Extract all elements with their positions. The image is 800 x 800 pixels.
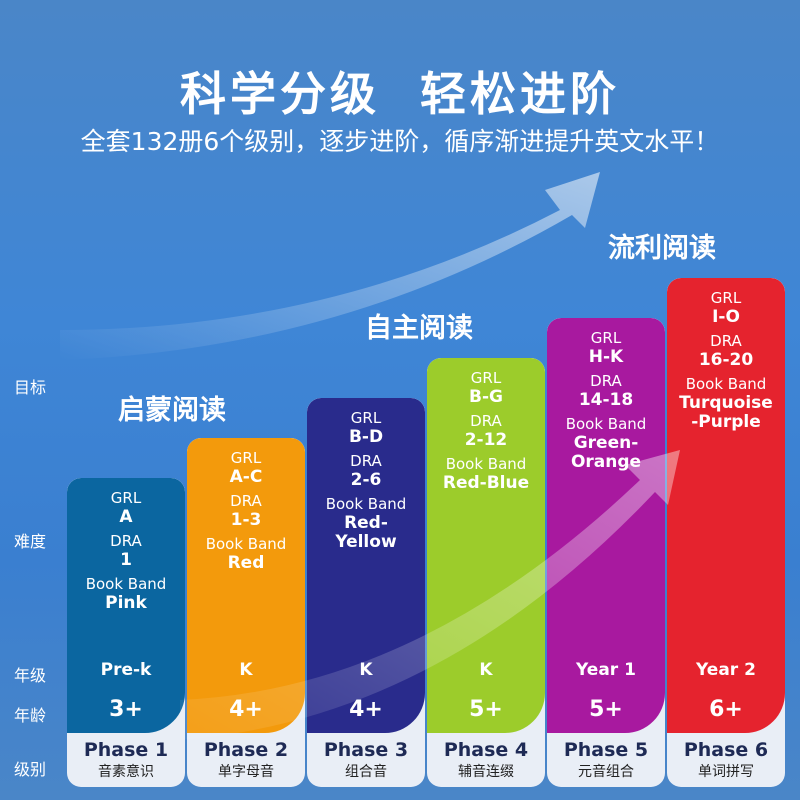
grade-value: K: [479, 660, 493, 680]
book-band-label: Book Band: [85, 575, 167, 593]
phase-label-box: Phase 5 元音组合: [547, 733, 665, 787]
grl-value: B-G: [469, 387, 503, 407]
grl-label: GRL: [110, 489, 142, 507]
grl-label: GRL: [470, 369, 502, 387]
dra-label: DRA: [110, 532, 142, 550]
phase-column-6: GRL I-O DRA 16-20 Book Band Turquoise -Pur…: [667, 278, 785, 787]
book-band-value: Red-Blue: [442, 473, 530, 493]
phase-bar: GRL I-O DRA 16-20 Book Band Turquoise -Pur…: [667, 278, 785, 733]
row-label-level: 级别: [14, 760, 47, 779]
book-band-value: Green-: [573, 433, 639, 453]
book-band-value: Turquoise: [679, 393, 773, 413]
phase-name: Phase 5: [563, 739, 649, 761]
book-band-value: Red: [227, 553, 265, 573]
dra-label: DRA: [590, 372, 622, 390]
phase-column-1: GRL A DRA 1 Book Band Pink Pre-k 3+ Phase…: [67, 478, 185, 787]
dra-label: DRA: [350, 452, 382, 470]
grl-value: I-O: [712, 307, 740, 327]
dra-label: DRA: [710, 332, 742, 350]
phase-label-box: Phase 1 音素意识: [67, 733, 185, 787]
phase-name: Phase 1: [83, 739, 169, 761]
phase-name: Phase 2: [203, 739, 289, 761]
grl-label: GRL: [350, 409, 382, 427]
phase-desc: 组合音: [345, 764, 387, 780]
dra-value: 1: [120, 550, 132, 570]
dra-value: 14-18: [578, 390, 634, 410]
dra-value: 2-6: [350, 470, 382, 490]
grl-label: GRL: [710, 289, 742, 307]
grl-value: A-C: [229, 467, 263, 487]
row-label-target: 目标: [14, 378, 47, 397]
dra-value: 1-3: [230, 510, 262, 530]
grade-value: Year 1: [576, 660, 636, 680]
phase-label-box: Phase 4 辅音连缀: [427, 733, 545, 787]
stage-label-1: 启蒙阅读: [118, 395, 226, 426]
dra-value: 2-12: [464, 430, 508, 450]
grade-value: K: [239, 660, 253, 680]
stage-label-3: 流利阅读: [608, 233, 716, 264]
row-label-age: 年龄: [14, 706, 47, 725]
grl-label: GRL: [590, 329, 622, 347]
book-band-label: Book Band: [205, 535, 287, 553]
grade-value: Pre-k: [100, 660, 152, 680]
phase-column-5: GRL H-K DRA 14-18 Book Band Green- Orange …: [547, 318, 665, 787]
book-band-label: Book Band: [685, 375, 767, 393]
phase-label-box: Phase 3 组合音: [307, 733, 425, 787]
book-band-label: Book Band: [445, 455, 527, 473]
phase-bar: GRL B-G DRA 2-12 Book Band Red-Blue K 5+: [427, 358, 545, 733]
age-value: 5+: [589, 697, 623, 722]
grl-value: H-K: [588, 347, 624, 367]
dra-label: DRA: [230, 492, 262, 510]
book-band-value: Orange: [570, 452, 642, 472]
book-band-value: Pink: [105, 593, 147, 613]
book-band-value: Yellow: [335, 532, 397, 552]
book-band-value: -Purple: [691, 412, 761, 432]
grl-label: GRL: [230, 449, 262, 467]
age-value: 5+: [469, 697, 503, 722]
phase-column-4: GRL B-G DRA 2-12 Book Band Red-Blue K 5+ …: [427, 358, 545, 787]
book-band-label: Book Band: [565, 415, 647, 433]
phase-desc: 辅音连缀: [458, 764, 514, 780]
age-value: 6+: [709, 697, 743, 722]
subtitle: 全套132册6个级别，逐步进阶，循序渐进提升英文水平！: [80, 127, 720, 156]
phase-desc: 单字母音: [218, 764, 274, 780]
phase-name: Phase 6: [683, 739, 769, 761]
phase-desc: 音素意识: [98, 764, 154, 780]
phase-desc: 元音组合: [578, 764, 634, 780]
phase-name: Phase 4: [443, 739, 529, 761]
stage-label-2: 自主阅读: [365, 313, 473, 344]
row-label-difficulty: 难度: [14, 532, 47, 551]
page-title: 科学分级 轻松进阶: [179, 67, 620, 121]
grl-value: B-D: [348, 427, 384, 447]
grl-value: A: [119, 507, 133, 527]
phase-bar: GRL A DRA 1 Book Band Pink Pre-k 3+: [67, 478, 185, 733]
phase-label-box: Phase 2 单字母音: [187, 733, 305, 787]
phase-desc: 单词拼写: [698, 764, 754, 780]
age-value: 3+: [109, 697, 143, 722]
grade-value: Year 2: [696, 660, 756, 680]
dra-value: 16-20: [698, 350, 754, 370]
row-label-grade: 年级: [14, 666, 47, 685]
phase-name: Phase 3: [323, 739, 409, 761]
book-band-label: Book Band: [325, 495, 407, 513]
phase-label-box: Phase 6 单词拼写: [667, 733, 785, 787]
book-band-value: Red-: [344, 513, 388, 533]
dra-label: DRA: [470, 412, 502, 430]
